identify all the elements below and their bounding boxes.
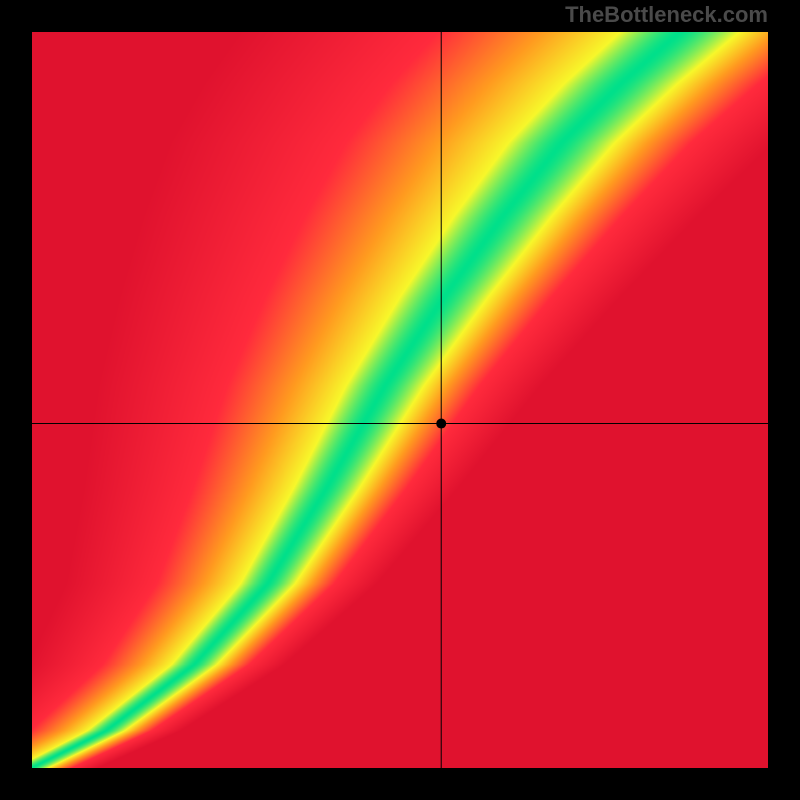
heatmap-canvas bbox=[32, 32, 768, 768]
chart-container: TheBottleneck.com bbox=[0, 0, 800, 800]
watermark-text: TheBottleneck.com bbox=[565, 2, 768, 28]
